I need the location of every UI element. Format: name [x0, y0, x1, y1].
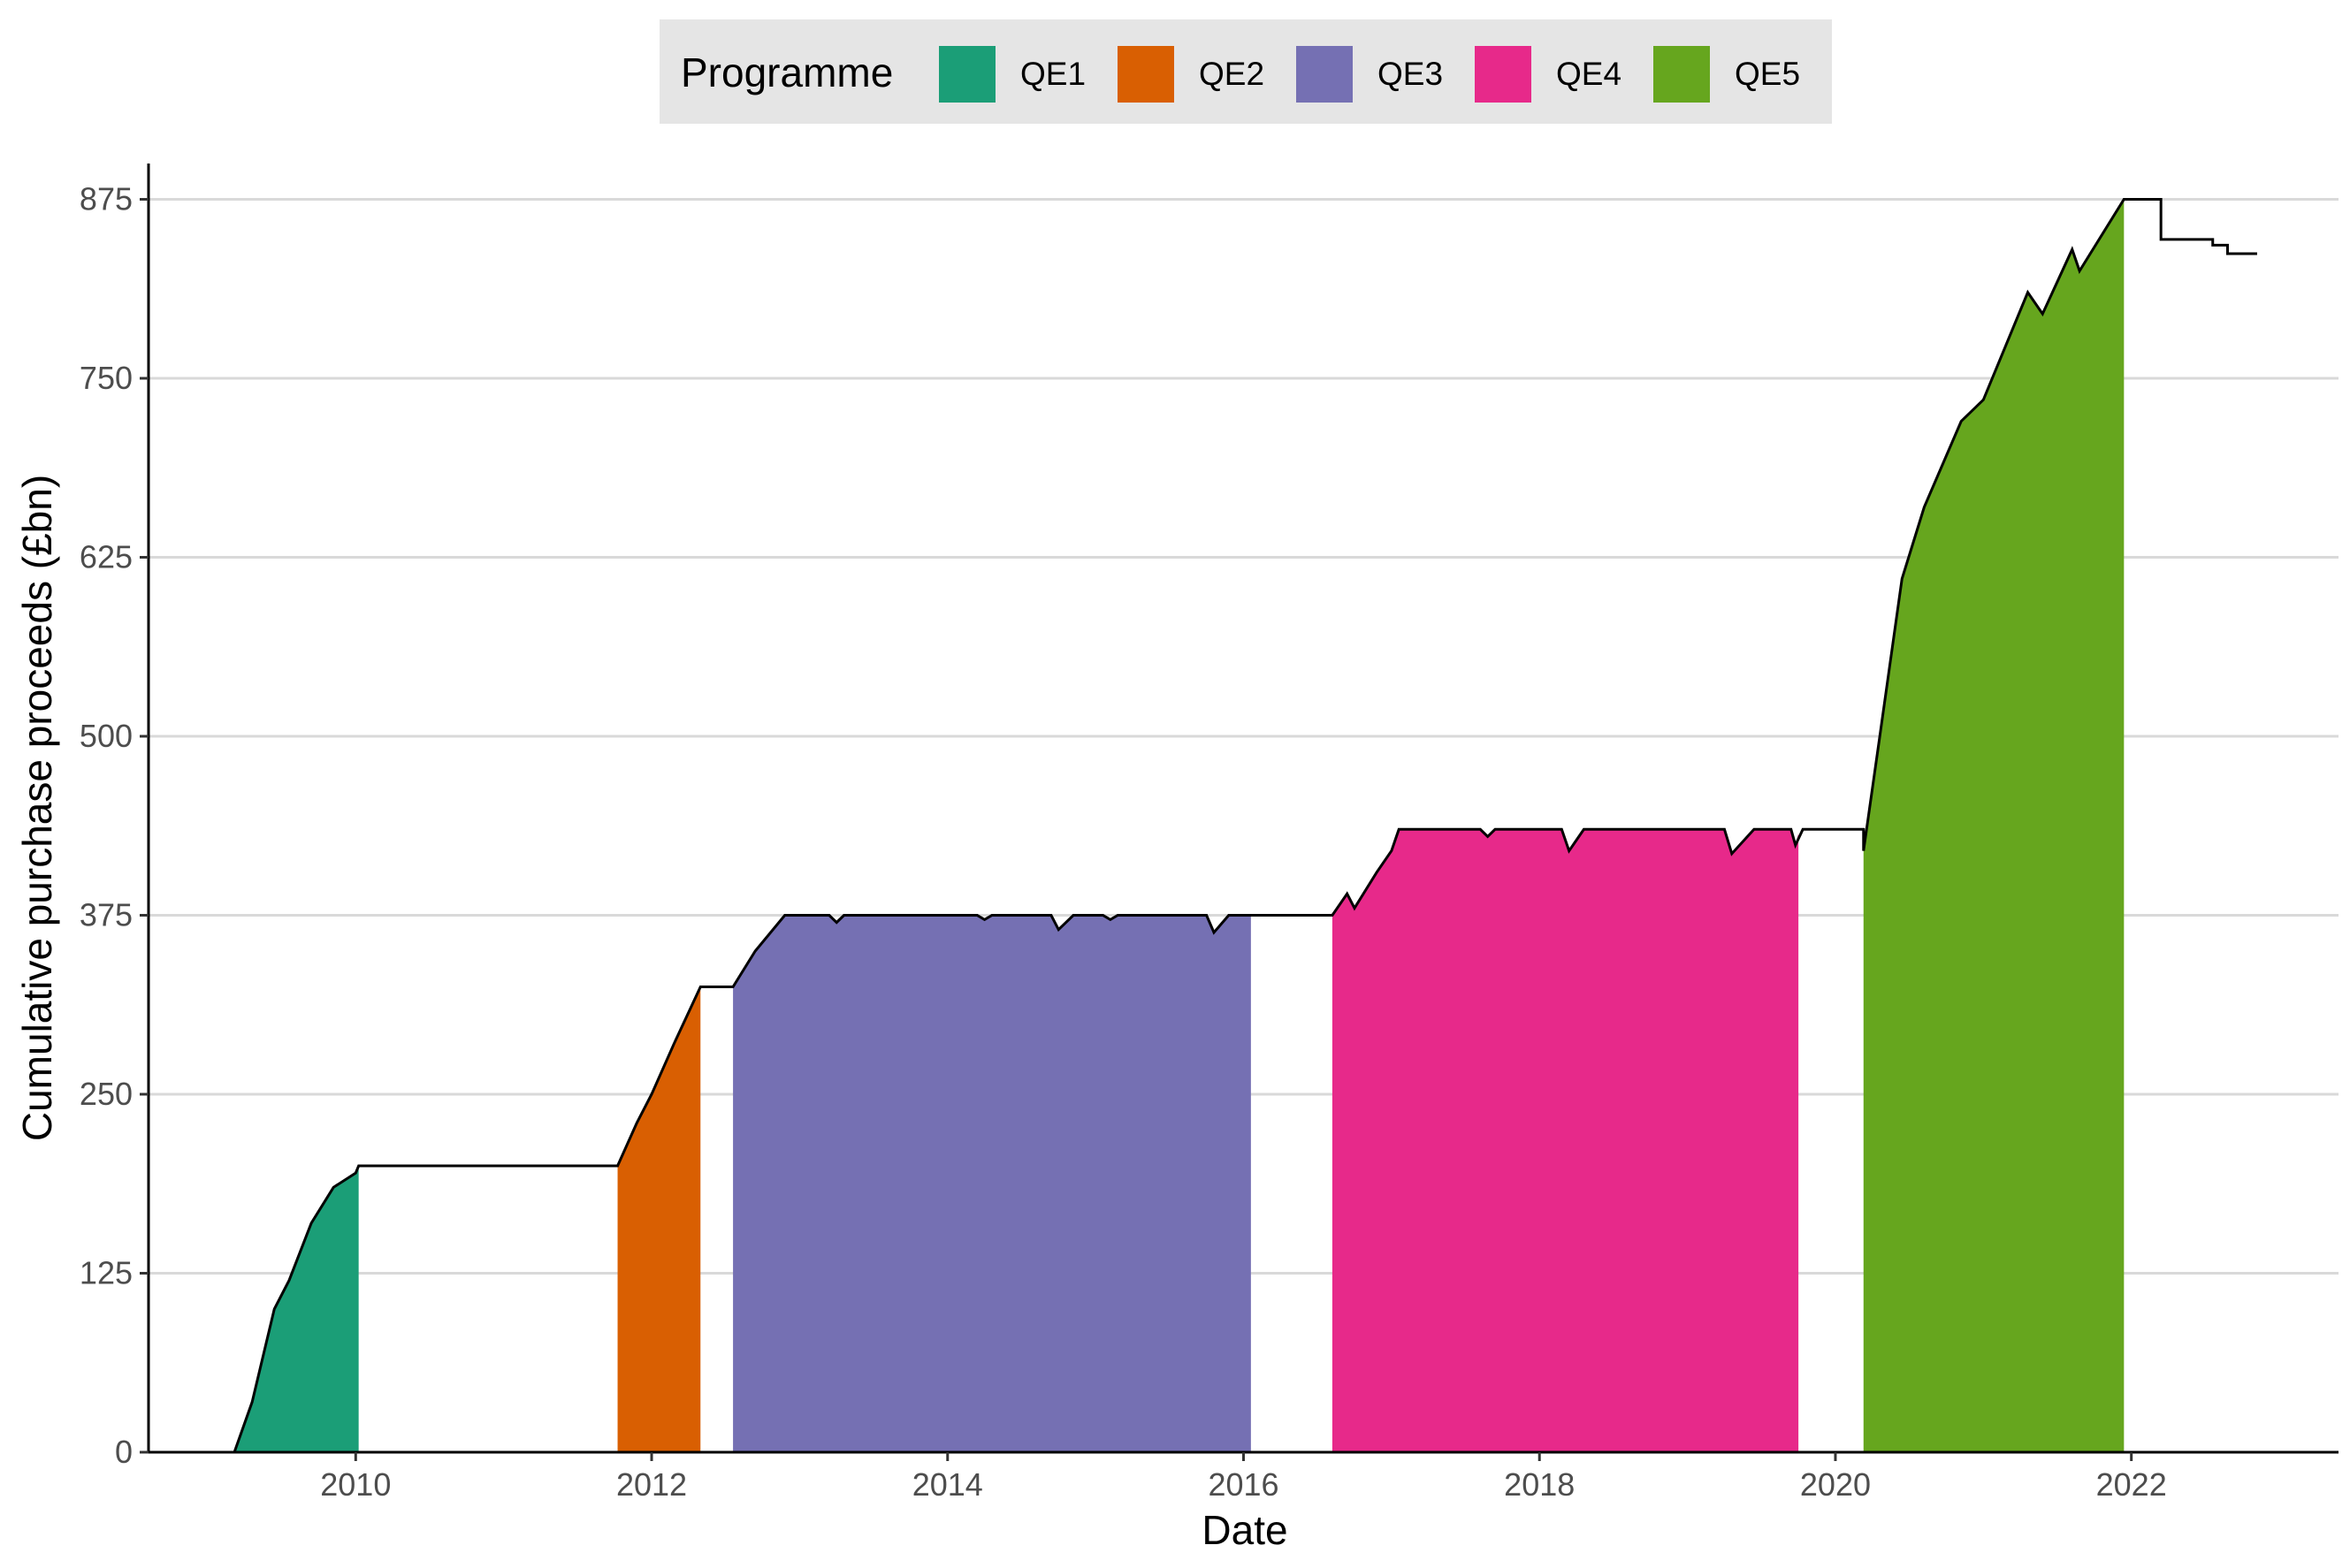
legend-key-qe2 [1118, 46, 1174, 103]
y-tick-label-250: 250 [80, 1076, 133, 1112]
x-axis-title: Date [1202, 1507, 1287, 1553]
y-axis-title: Cumulative purchase proceeds (£bn) [14, 475, 60, 1141]
legend-label-qe5: QE5 [1735, 56, 1800, 92]
x-tick-label-2012: 2012 [616, 1466, 687, 1503]
legend-label-qe4: QE4 [1556, 56, 1621, 92]
y-tick-label-125: 125 [80, 1255, 133, 1291]
legend-title: Programme [681, 49, 893, 95]
x-tick-label-2010: 2010 [320, 1466, 391, 1503]
area-qe5 [1863, 199, 2125, 1452]
y-ticks: 0 125 250 375 500 625 750 875 [80, 181, 149, 1470]
legend-items: QE1 QE2 QE3 QE4 QE5 [939, 46, 1800, 103]
area-qe4 [1331, 829, 1799, 1452]
y-tick-label-875: 875 [80, 181, 133, 217]
x-tick-label-2016: 2016 [1208, 1466, 1278, 1503]
x-tick-label-2014: 2014 [912, 1466, 983, 1503]
x-ticks: 2010 2012 2014 2016 2018 2020 2022 [320, 1452, 2167, 1503]
area-qe2 [617, 986, 701, 1452]
legend-key-qe4 [1475, 46, 1531, 103]
y-tick-label-750: 750 [80, 360, 133, 396]
legend: Programme QE1 QE2 QE3 QE4 QE5 [660, 19, 1832, 124]
legend-label-qe2: QE2 [1199, 56, 1264, 92]
y-tick-label-0: 0 [115, 1434, 133, 1470]
y-tick-label-625: 625 [80, 539, 133, 575]
area-qe3 [733, 915, 1251, 1452]
legend-background [660, 19, 1832, 124]
total-line [233, 198, 2257, 1453]
legend-label-qe3: QE3 [1377, 56, 1443, 92]
area-qe1 [234, 1166, 359, 1452]
series-areas [234, 199, 2125, 1452]
x-tick-label-2020: 2020 [1800, 1466, 1871, 1503]
legend-key-qe5 [1653, 46, 1710, 103]
y-tick-label-375: 375 [80, 897, 133, 933]
x-tick-label-2022: 2022 [2096, 1466, 2167, 1503]
y-tick-label-500: 500 [80, 718, 133, 754]
legend-key-qe3 [1296, 46, 1353, 103]
legend-label-qe1: QE1 [1020, 56, 1086, 92]
x-tick-label-2018: 2018 [1504, 1466, 1575, 1503]
legend-key-qe1 [939, 46, 996, 103]
